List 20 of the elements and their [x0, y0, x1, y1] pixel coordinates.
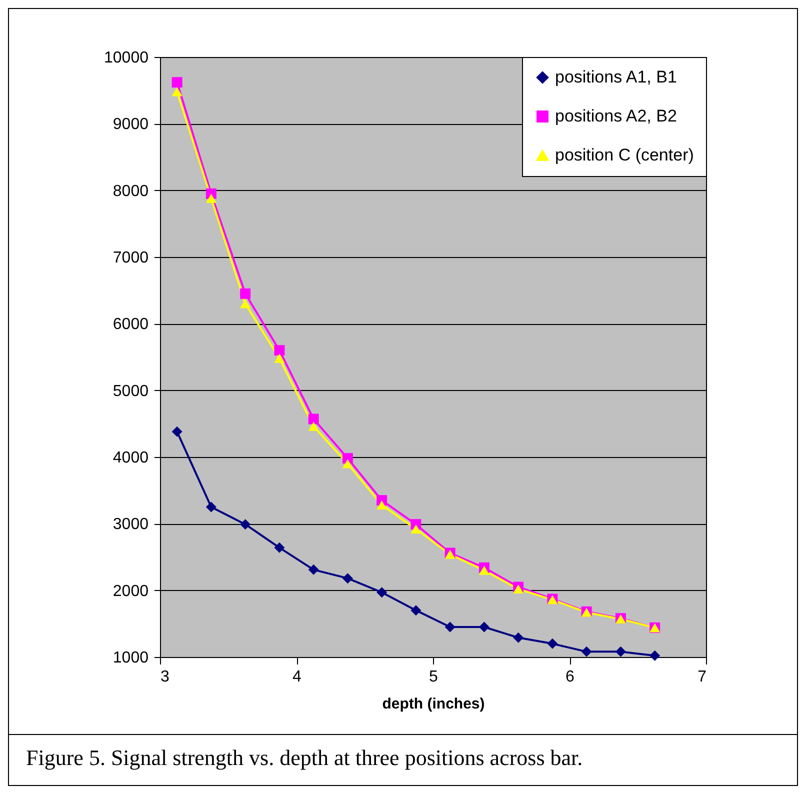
y-tick-label: 3000 [112, 516, 149, 534]
y-tick-label: 5000 [112, 382, 149, 400]
x-tick-label: 4 [292, 668, 302, 686]
caption: Figure 5. Signal strength vs. depth at three positions across bar. [8, 734, 798, 786]
y-tick-label: 7000 [112, 250, 149, 266]
y-tick-label: 10000 [104, 50, 149, 66]
x-tick-label: 5 [429, 668, 438, 686]
y-tick-label: 8000 [112, 182, 149, 200]
x-tick-label: 6 [566, 668, 575, 686]
x-tick-label: 7 [698, 668, 707, 686]
y-tick-label: 4000 [112, 450, 149, 466]
y-tick-label: 9000 [112, 116, 149, 134]
legend-label: position C (center) [555, 146, 694, 164]
y-tick-label: 6000 [112, 316, 149, 334]
y-tick-label: 1000 [112, 650, 149, 666]
y-tick-label: 2000 [112, 582, 149, 600]
legend-label: positions A1, B1 [555, 68, 677, 86]
x-axis-title: depth (inches) [382, 696, 485, 712]
x-tick-label: 3 [160, 668, 170, 686]
legend-label: positions A2, B2 [555, 106, 677, 126]
